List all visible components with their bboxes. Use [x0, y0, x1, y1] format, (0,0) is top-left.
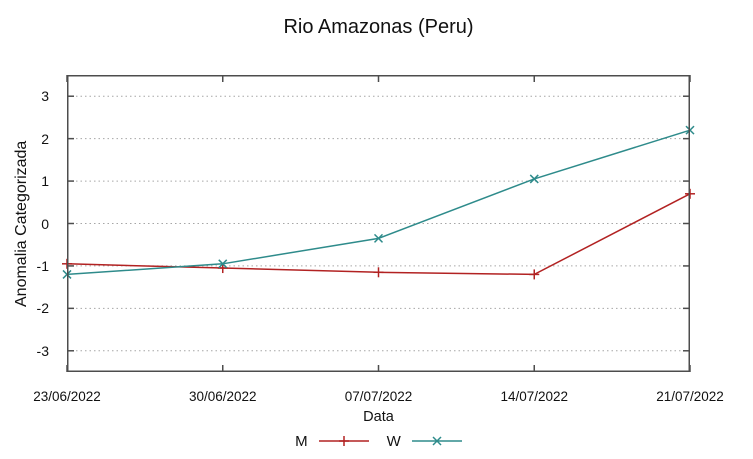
y-tick-label: -1 — [36, 257, 49, 274]
y-tick-label: -2 — [36, 300, 49, 317]
plot-border — [67, 75, 690, 372]
x-tick-label: 14/07/2022 — [500, 389, 569, 404]
legend-item-m: M — [295, 433, 369, 450]
series-line-w — [66, 129, 691, 276]
series-line-m — [66, 193, 691, 276]
y-axis-tick-labels: -3 -2 -1 0 1 2 3 — [0, 75, 58, 372]
x-axis-tick-labels: 23/06/2022 30/06/2022 07/07/2022 14/07/2022… — [33, 388, 724, 405]
y-tick-label: 0 — [41, 215, 49, 232]
y-tick-label: 2 — [41, 130, 49, 147]
x-tick-label: 30/06/2022 — [188, 389, 257, 404]
legend-swatch-m-icon — [318, 436, 369, 446]
legend: M W — [67, 431, 690, 451]
series-w — [62, 125, 695, 279]
x-tick-label: 07/07/2022 — [344, 389, 413, 404]
x-tick-label: 23/06/2022 — [33, 389, 101, 404]
y-tick-label: 1 — [41, 173, 49, 190]
x-axis-title: Data — [363, 409, 394, 425]
plot-svg — [62, 75, 695, 372]
legend-swatch-w-icon — [411, 436, 462, 446]
x-tick-label: 21/07/2022 — [656, 389, 724, 404]
y-tick-label: -3 — [36, 342, 49, 359]
y-tick-label: 3 — [41, 88, 49, 105]
legend-label-w: W — [386, 432, 401, 450]
plot-area — [62, 75, 695, 372]
legend-item-w: W — [387, 433, 462, 450]
chart-title: Rio Amazonas (Peru) — [283, 16, 474, 38]
legend-label-m: M — [295, 432, 308, 450]
